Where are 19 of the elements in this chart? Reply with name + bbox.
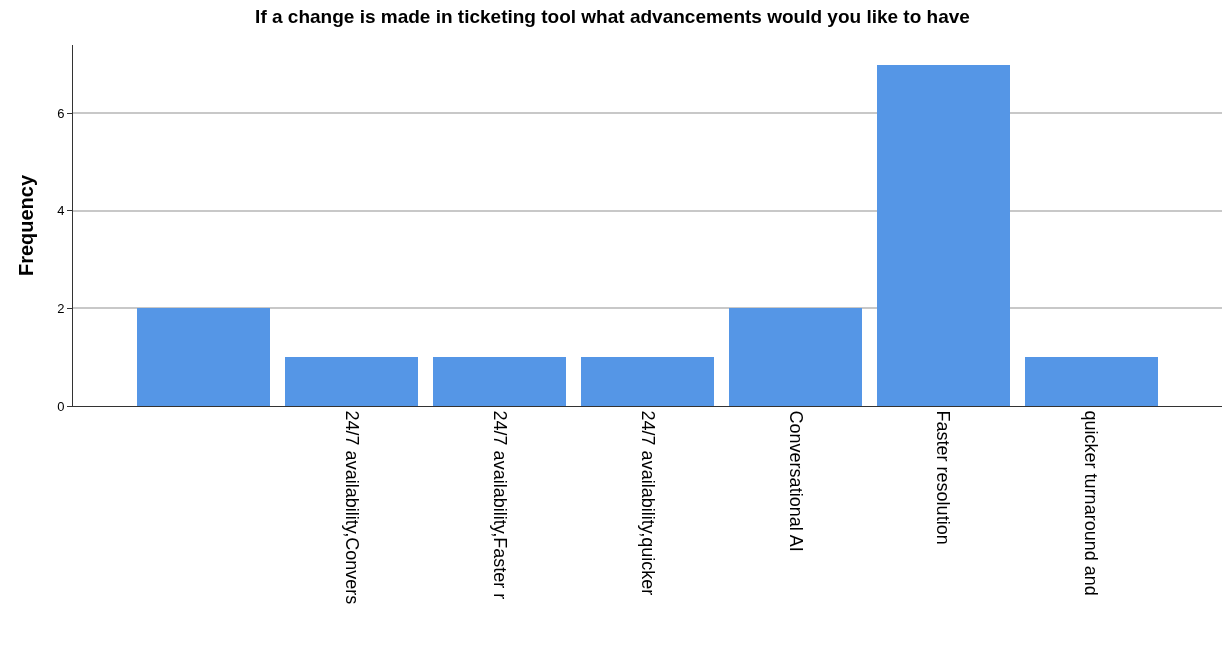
y-axis-title: Frequency: [14, 174, 37, 277]
y-tick-label: 0: [57, 398, 65, 414]
bar: [285, 357, 418, 406]
x-tick-label: 24/7 availability,quicker: [637, 410, 658, 596]
bar: [137, 308, 270, 406]
y-tick-label: 6: [57, 105, 65, 121]
x-tick-label: 24/7 availability,Convers: [341, 410, 362, 605]
x-tick-label: quicker turnaround and: [1081, 410, 1102, 596]
bar: [433, 357, 566, 406]
x-tick-label: Faster resolution: [933, 410, 954, 545]
bar: [581, 357, 714, 406]
y-tick-label: 2: [57, 300, 65, 316]
x-tick-label: Conversational AI: [785, 410, 806, 552]
chart-title: If a change is made in ticketing tool what advancements would you like to have: [255, 6, 970, 28]
bar: [877, 65, 1010, 406]
x-tick-label: 24/7 availability,Faster r: [489, 410, 510, 600]
bar: [1025, 357, 1158, 406]
y-tick-label: 4: [57, 203, 65, 219]
bar: [729, 308, 862, 406]
